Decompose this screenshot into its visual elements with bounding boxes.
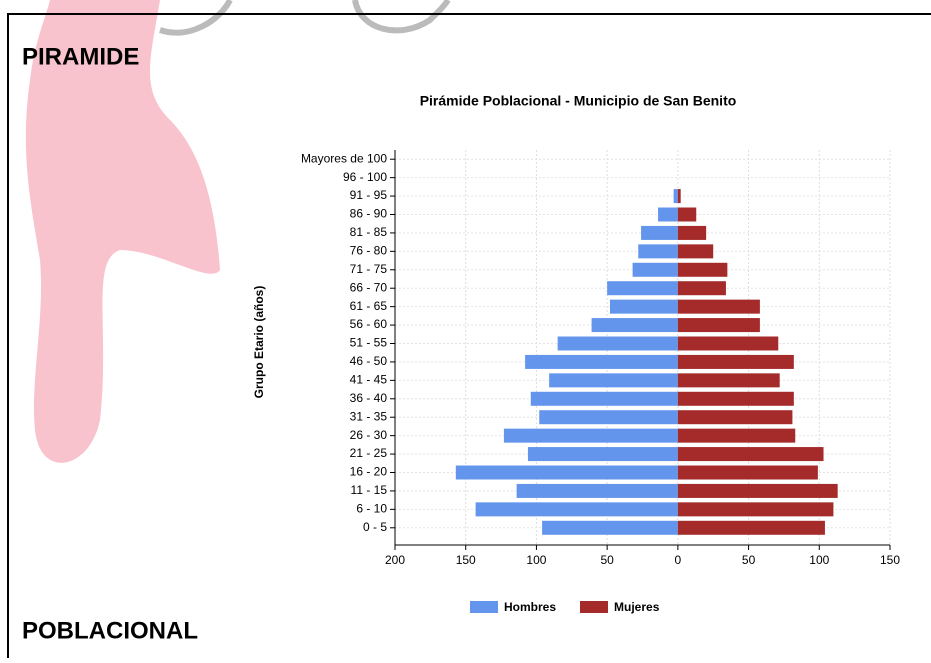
bar xyxy=(677,262,728,277)
x-tick-label: 100 xyxy=(526,553,546,567)
bar xyxy=(658,207,678,222)
y-tick-label: 96 - 100 xyxy=(343,170,387,184)
bar xyxy=(677,502,834,517)
bar xyxy=(677,336,779,351)
chart-title: Pirámide Poblacional - Municipio de San … xyxy=(420,93,737,109)
bar xyxy=(677,428,796,443)
y-axis-title: Grupo Etario (años) xyxy=(252,286,266,399)
bar xyxy=(677,244,714,259)
y-tick-label: 91 - 95 xyxy=(350,188,388,202)
bar xyxy=(673,189,678,204)
page-title: PIRAMIDE xyxy=(22,43,139,70)
bar xyxy=(542,520,678,535)
y-tick-label: 26 - 30 xyxy=(350,428,388,442)
x-tick-label: 150 xyxy=(880,553,900,567)
y-tick-label: 76 - 80 xyxy=(350,244,388,258)
bar xyxy=(455,465,678,480)
bar xyxy=(677,483,838,498)
x-tick-label: 50 xyxy=(600,553,614,567)
bar xyxy=(677,281,726,296)
bar xyxy=(527,447,678,462)
x-tick-label: 200 xyxy=(385,553,405,567)
y-tick-label: 0 - 5 xyxy=(363,520,387,534)
y-tick-label: 51 - 55 xyxy=(350,336,388,350)
y-tick-label: 86 - 90 xyxy=(350,207,388,221)
bar xyxy=(638,244,678,259)
x-tick-label: 50 xyxy=(742,553,756,567)
page-subtitle: POBLACIONAL xyxy=(22,617,198,644)
y-tick-label: 6 - 10 xyxy=(356,502,387,516)
bar xyxy=(677,373,780,388)
y-tick-label: 61 - 65 xyxy=(350,299,388,313)
bar xyxy=(677,465,818,480)
bar xyxy=(677,447,824,462)
bar xyxy=(677,299,760,314)
x-tick-label: 100 xyxy=(809,553,829,567)
y-tick-label: 46 - 50 xyxy=(350,354,388,368)
bar xyxy=(677,520,825,535)
y-tick-label: 36 - 40 xyxy=(350,391,388,405)
bar xyxy=(677,225,707,240)
y-tick-label: 71 - 75 xyxy=(350,262,388,276)
bar xyxy=(557,336,678,351)
bar xyxy=(525,354,678,369)
legend-swatch xyxy=(580,601,609,613)
y-tick-label: 16 - 20 xyxy=(350,465,388,479)
y-tick-label: 31 - 35 xyxy=(350,409,388,423)
frame xyxy=(7,13,931,658)
bar xyxy=(530,391,678,406)
bar xyxy=(549,373,678,388)
bar xyxy=(677,189,681,204)
bar xyxy=(609,299,678,314)
y-tick-label: 66 - 70 xyxy=(350,280,388,294)
bar xyxy=(677,354,794,369)
bar xyxy=(677,318,760,333)
legend-swatch xyxy=(470,601,498,613)
y-tick-label: 11 - 15 xyxy=(351,483,388,497)
bar xyxy=(641,225,678,240)
y-tick-label: 41 - 45 xyxy=(350,373,388,387)
legend-label: Hombres xyxy=(504,600,556,614)
bar xyxy=(677,391,794,406)
y-tick-label: 21 - 25 xyxy=(350,446,388,460)
bar xyxy=(539,410,678,425)
y-tick-label: Mayores de 100 xyxy=(301,151,387,165)
legend-label: Mujeres xyxy=(614,600,660,614)
decoration xyxy=(7,0,931,658)
pink-shape xyxy=(25,0,220,463)
bar xyxy=(677,207,697,222)
bar xyxy=(503,428,678,443)
bar xyxy=(677,410,793,425)
bar xyxy=(516,483,678,498)
grey-arc xyxy=(352,0,451,34)
x-tick-label: 0 xyxy=(675,553,682,567)
bar xyxy=(632,262,678,277)
bar xyxy=(591,318,678,333)
bar xyxy=(607,281,678,296)
x-tick-label: 150 xyxy=(456,553,476,567)
grey-arc xyxy=(159,0,233,36)
y-tick-label: 56 - 60 xyxy=(350,317,388,331)
bar xyxy=(475,502,678,517)
y-tick-label: 81 - 85 xyxy=(350,225,388,239)
